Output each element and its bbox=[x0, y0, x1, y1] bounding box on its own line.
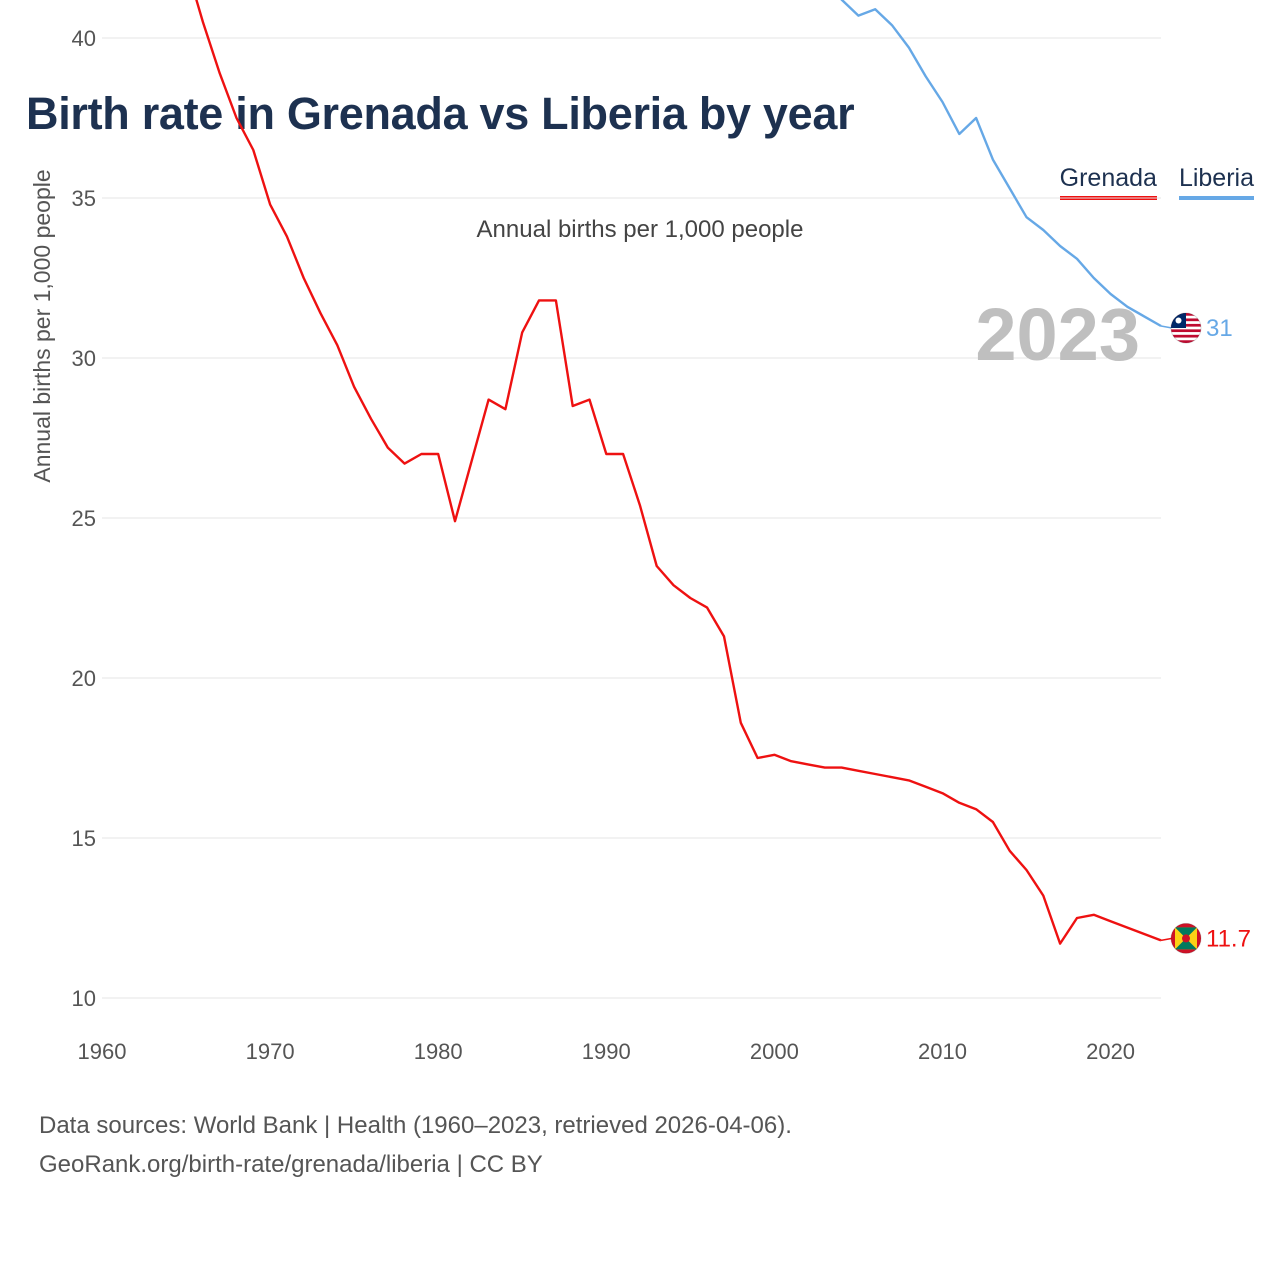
x-tick-label-1960: 1960 bbox=[78, 1039, 127, 1064]
y-tick-label-35: 35 bbox=[72, 186, 96, 211]
x-tick-label-2010: 2010 bbox=[918, 1039, 967, 1064]
chart-title: Birth rate in Grenada vs Liberia by year bbox=[26, 88, 855, 139]
x-tick-label-2020: 2020 bbox=[1086, 1039, 1135, 1064]
end-value-label-grenada: 11.7 bbox=[1206, 925, 1251, 952]
line-chart: 1015202530354045501960197019801990200020… bbox=[29, 0, 1251, 1064]
series-line-grenada bbox=[195, 0, 1162, 945]
y-tick-label-10: 10 bbox=[72, 986, 96, 1011]
series-line-liberia bbox=[840, 0, 1162, 328]
source-line-2: GeoRank.org/birth-rate/grenada/liberia |… bbox=[39, 1151, 543, 1178]
y-tick-label-40: 40 bbox=[72, 26, 96, 51]
y-tick-label-30: 30 bbox=[72, 346, 96, 371]
x-tick-label-1990: 1990 bbox=[582, 1039, 631, 1064]
grenada-flag-icon bbox=[1170, 922, 1202, 954]
y-axis-label: Annual births per 1,000 people bbox=[29, 169, 55, 482]
chart-subtitle: Annual births per 1,000 people bbox=[476, 216, 804, 243]
x-tick-label-1970: 1970 bbox=[246, 1039, 295, 1064]
x-tick-label-2000: 2000 bbox=[750, 1039, 799, 1064]
y-tick-label-15: 15 bbox=[72, 826, 96, 851]
end-value-label-liberia: 31 bbox=[1206, 315, 1233, 342]
x-tick-label-1980: 1980 bbox=[414, 1039, 463, 1064]
y-tick-label-20: 20 bbox=[72, 666, 96, 691]
liberia-flag-icon bbox=[1170, 312, 1202, 344]
y-tick-label-25: 25 bbox=[72, 506, 96, 531]
year-watermark: 2023 bbox=[975, 293, 1140, 376]
end-connector-liberia bbox=[1160, 325, 1173, 329]
end-connector-grenada bbox=[1160, 937, 1173, 942]
legend-item-liberia[interactable]: Liberia bbox=[1178, 164, 1254, 200]
source-line-1: Data sources: World Bank | Health (1960–… bbox=[39, 1112, 792, 1139]
data-source-note: Data sources: World Bank | Health (1960–… bbox=[39, 1106, 792, 1184]
